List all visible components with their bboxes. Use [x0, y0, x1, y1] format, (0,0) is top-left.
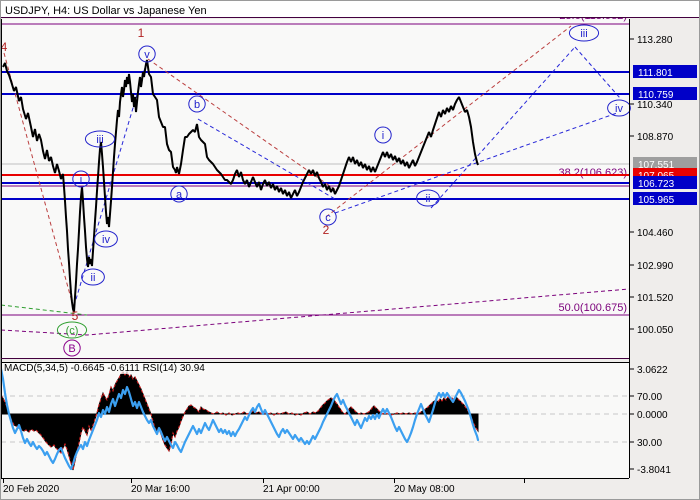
wave-label: 2: [323, 223, 330, 237]
trend-line: [147, 58, 338, 192]
wave-circle: [94, 230, 118, 248]
fib-level-label: 38.2(106.623): [559, 167, 628, 179]
trend-line: [334, 112, 618, 214]
wave-label: iv: [615, 103, 623, 115]
wave-label: i: [80, 174, 82, 186]
chart-title: USDJPY, H4: US Dollar vs Japanese Yen: [5, 5, 207, 17]
price-axis-box-label: 106.723: [638, 179, 675, 190]
price-axis-box-label: 105.965: [638, 195, 675, 206]
wave-circle: [138, 45, 156, 63]
price-axis-box-label: 111.801: [638, 68, 673, 79]
wave-label: iii: [580, 28, 587, 40]
indicator-y-tick-label: 3.0622: [637, 365, 668, 376]
wave-circle: [374, 126, 392, 144]
y-axis-tick-label: 110.340: [637, 100, 673, 111]
price-axis-box: [633, 87, 697, 100]
wave-circle: [416, 189, 440, 207]
wave-label: iii: [96, 134, 103, 146]
y-axis-tick-label: 101.520: [637, 293, 674, 304]
wave-circle: [81, 268, 105, 286]
y-axis-tick-label: 100.050: [637, 325, 674, 336]
wave-label: b: [194, 99, 200, 111]
wave-label: 4: [1, 40, 8, 54]
fib-level-label: 50.0(100.675): [559, 302, 628, 314]
y-axis-tick-label: 102.990: [637, 261, 674, 272]
rsi-line: [1, 367, 480, 471]
wave-circle: [84, 130, 116, 148]
wave-label: ii: [426, 193, 431, 205]
price-axis-box: [633, 192, 697, 205]
y-axis-tick-label: 113.280: [637, 35, 673, 46]
wave-label: 1: [138, 26, 145, 40]
wave-label: a: [176, 189, 183, 201]
x-axis-tick-label: 20 Feb 2020: [3, 484, 60, 495]
x-axis-tick-label: 20 May 08:00: [394, 484, 455, 495]
wave-label: B: [68, 343, 75, 355]
indicator-y-tick-label: 0.0000: [637, 410, 668, 421]
wave-circle: [568, 24, 600, 42]
price-axis-box: [633, 176, 697, 189]
trend-line: [197, 118, 336, 200]
wave-circle: [63, 339, 81, 357]
wave-label: c: [325, 212, 331, 224]
wave-label: ii: [91, 272, 96, 284]
wave-circle: [56, 321, 88, 339]
price-axis-box: [633, 65, 697, 78]
y-axis-tick-label: 104.460: [637, 228, 674, 239]
price-series: [2, 59, 479, 313]
price-axis-box: [633, 157, 697, 170]
trend-line: [430, 46, 576, 209]
wave-label: 5: [72, 309, 79, 323]
wave-label: iv: [102, 234, 110, 246]
title-bar: USDJPY, H4: US Dollar vs Japanese Yen: [1, 1, 699, 18]
wave-label: i: [382, 130, 384, 142]
price-axis-box-label: 107.551: [638, 160, 675, 171]
indicator-y-tick-label: 30.00: [637, 438, 662, 449]
wave-circle: [607, 99, 631, 117]
indicator-y-tick-label: -3.8041: [637, 465, 671, 476]
macd-plot-bg: [1, 362, 629, 478]
main-plot-bg: [1, 19, 629, 359]
price-axis-box-label: 110.759: [638, 90, 674, 101]
trend-line: [1, 304, 88, 316]
y-axis-tick-label: 108.870: [637, 132, 674, 143]
trend-line: [3, 52, 76, 314]
wave-circle: [170, 185, 188, 203]
wave-circle: [319, 208, 337, 226]
x-axis-tick-label: 21 Apr 00:00: [263, 484, 320, 495]
wave-circle: [72, 170, 90, 188]
x-axis-tick-label: 20 Mar 16:00: [131, 484, 190, 495]
indicator-y-tick-label: 70.00: [637, 392, 662, 403]
trend-line: [1, 288, 630, 336]
wave-label: (c): [66, 325, 79, 337]
trend-line: [325, 25, 572, 218]
wave-circle: [188, 95, 206, 113]
trend-line: [574, 46, 621, 99]
wave-label: v: [144, 49, 150, 61]
indicator-label: MACD(5,34,5) -0.6645 -0.6111 RSI(14) 30.…: [4, 363, 207, 374]
